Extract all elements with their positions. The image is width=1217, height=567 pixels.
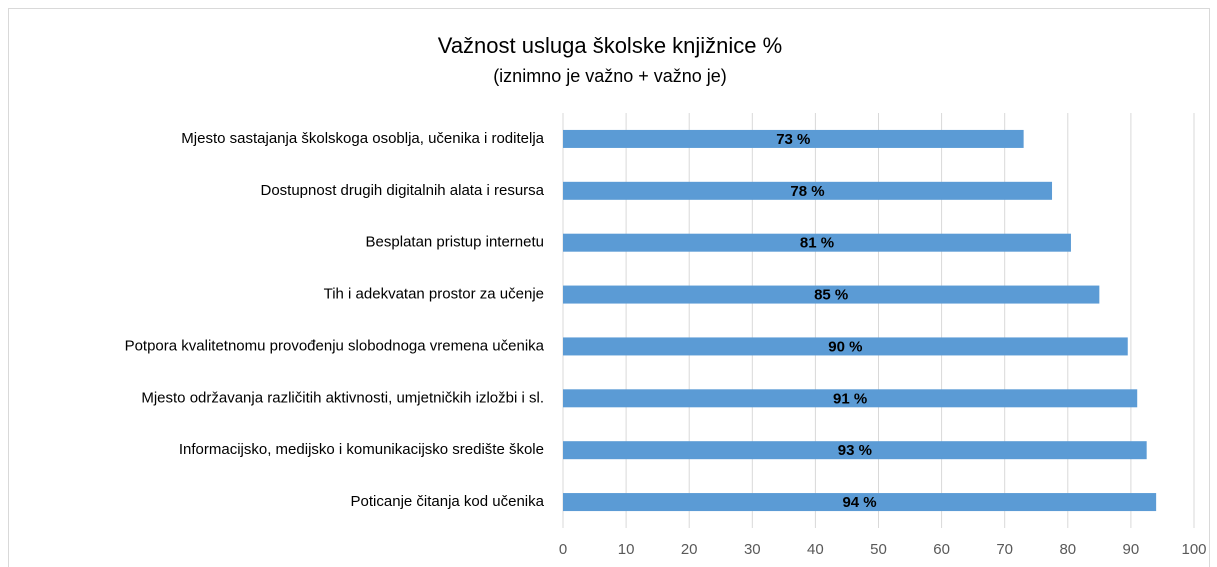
chart-subtitle: (iznimno je važno + važno je) xyxy=(493,66,727,86)
data-label: 81 % xyxy=(800,235,834,252)
bar xyxy=(563,285,1100,304)
x-tick-label: 0 xyxy=(559,541,567,558)
x-tick-label: 80 xyxy=(1059,541,1076,558)
y-tick-label: Potpora kvalitetnomu provođenju slobodno… xyxy=(125,337,545,354)
x-tick-label: 10 xyxy=(618,541,635,558)
x-tick-label: 30 xyxy=(744,541,761,558)
x-tick-label: 50 xyxy=(870,541,887,558)
bar xyxy=(563,129,1024,148)
bar xyxy=(563,181,1053,200)
x-tick-label: 70 xyxy=(996,541,1013,558)
x-tick-label: 60 xyxy=(933,541,950,558)
bar xyxy=(563,389,1138,408)
y-tick-label: Tih i adekvatan prostor za učenje xyxy=(324,286,544,303)
data-label: 85 % xyxy=(814,287,848,304)
data-label: 73 % xyxy=(776,131,810,148)
y-tick-label: Dostupnost drugih digitalnih alata i res… xyxy=(261,182,545,199)
x-tick-label: 40 xyxy=(807,541,824,558)
bar xyxy=(563,441,1147,460)
y-tick-label: Mjesto sastajanja školskoga osoblja, uče… xyxy=(181,130,544,147)
data-label: 90 % xyxy=(828,338,862,355)
chart-title: Važnost usluga školske knjižnice % xyxy=(438,33,782,58)
bar xyxy=(563,493,1157,512)
y-tick-label: Informacijsko, medijsko i komunikacijsko… xyxy=(179,441,544,458)
x-tick-label: 90 xyxy=(1123,541,1140,558)
data-label: 78 % xyxy=(790,183,824,200)
data-label: 91 % xyxy=(833,390,867,407)
data-label: 94 % xyxy=(842,494,876,511)
x-tick-label: 20 xyxy=(681,541,698,558)
bar xyxy=(563,337,1128,356)
y-tick-label: Mjesto održavanja različitih aktivnosti,… xyxy=(141,389,544,406)
data-label: 93 % xyxy=(838,442,872,459)
y-tick-label: Besplatan pristup internetu xyxy=(366,234,544,251)
x-tick-label: 100 xyxy=(1181,541,1206,558)
y-tick-label: Poticanje čitanja kod učenika xyxy=(351,493,545,510)
bar xyxy=(563,233,1071,252)
